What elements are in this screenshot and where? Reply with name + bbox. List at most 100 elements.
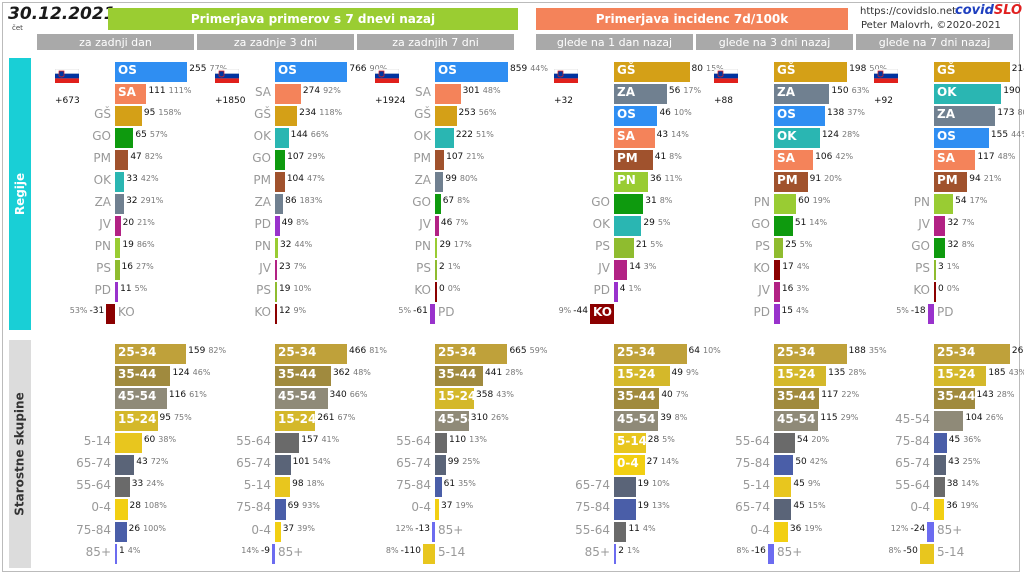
value-label: 124 28% bbox=[822, 130, 860, 140]
value-number: 12 bbox=[279, 306, 291, 316]
bar-JV bbox=[774, 282, 780, 302]
bar-65-74 bbox=[934, 455, 947, 476]
value-number: 43 bbox=[948, 457, 960, 467]
value-label: 859 44% bbox=[510, 64, 548, 74]
category-label: 35-44 bbox=[438, 367, 477, 382]
percent-label: 42% bbox=[809, 457, 828, 466]
value-number: 25 bbox=[785, 240, 797, 250]
value-number: 116 bbox=[168, 390, 187, 401]
bar-5-14 bbox=[275, 477, 291, 498]
value-label: 54 20% bbox=[797, 435, 829, 445]
category-label: 85+ bbox=[584, 544, 610, 559]
value-number: 441 bbox=[485, 368, 503, 379]
bar-KO bbox=[934, 282, 936, 302]
value-label: 144 66% bbox=[291, 130, 329, 140]
value-label: 11 5% bbox=[120, 284, 147, 294]
percent-label: 43% bbox=[1008, 368, 1024, 378]
percent-label: 13% bbox=[651, 501, 670, 511]
bar-85+ bbox=[927, 521, 934, 542]
category-label: PD bbox=[753, 305, 770, 319]
category-label: PD bbox=[254, 217, 271, 231]
value-label: 17 4% bbox=[782, 262, 809, 272]
category-label: GO bbox=[591, 195, 610, 209]
value-label: 107 21% bbox=[446, 152, 484, 162]
percent-label: 19% bbox=[455, 501, 474, 511]
percent-label: 93% bbox=[302, 501, 320, 511]
percent-label: 66% bbox=[349, 390, 368, 400]
ages-label: Starostne skupine bbox=[13, 392, 27, 516]
value-number: 859 bbox=[510, 64, 528, 74]
percent-label: 291% bbox=[140, 196, 164, 205]
total-change-label: +88 bbox=[714, 96, 733, 106]
percent-label: 86% bbox=[136, 240, 155, 249]
percent-label: 36% bbox=[963, 434, 981, 444]
bar-SA bbox=[115, 84, 147, 104]
percent-label: 27% bbox=[135, 262, 154, 271]
bar-GŠ bbox=[934, 62, 1010, 82]
category-label: 15-24 bbox=[118, 411, 157, 426]
value-number: 0 bbox=[938, 284, 944, 294]
percent-label: 77% bbox=[209, 64, 228, 73]
slovenia-flag-icon bbox=[713, 68, 739, 83]
percent-label: 10% bbox=[702, 346, 721, 355]
value-label: 94 21% bbox=[969, 174, 1001, 184]
bar-0-4 bbox=[774, 521, 788, 542]
percent-label: 44% bbox=[530, 64, 548, 73]
value-number: 39 bbox=[660, 412, 672, 423]
value-number: 46 bbox=[440, 218, 453, 228]
bar-25-34 bbox=[275, 344, 348, 365]
value-number: 310 bbox=[470, 412, 488, 423]
percent-label: 17% bbox=[969, 196, 988, 205]
bar-PD bbox=[927, 304, 934, 324]
category-label: PD bbox=[937, 305, 954, 319]
bar-OS bbox=[275, 62, 348, 82]
bar-ZA bbox=[435, 172, 444, 192]
category-label: 35-44 bbox=[278, 367, 317, 382]
category-label: ZA bbox=[777, 85, 795, 99]
percent-label: 28% bbox=[848, 368, 867, 378]
category-label: 75-84 bbox=[575, 500, 610, 515]
bar-15-24 bbox=[115, 410, 158, 431]
date-label: 30.12.2021 bbox=[8, 4, 116, 24]
value-number: 36 bbox=[789, 523, 802, 534]
category-label: PS bbox=[416, 261, 431, 275]
value-number: 38 bbox=[946, 479, 959, 490]
category-label: 25-34 bbox=[278, 345, 317, 359]
category-label: PN bbox=[617, 173, 636, 187]
bar-GŠ bbox=[774, 62, 848, 82]
value-label: 20 21% bbox=[123, 218, 155, 228]
value-number: 61 bbox=[443, 479, 456, 490]
value-label: 19051% bbox=[1003, 86, 1024, 96]
value-label: 8% -50 bbox=[888, 546, 917, 556]
bar-0-4 bbox=[614, 455, 645, 476]
bar-OK bbox=[275, 128, 289, 148]
percent-label: 50% bbox=[869, 64, 888, 73]
percent-label: 5% bbox=[134, 284, 148, 293]
percent-label: 18% bbox=[306, 479, 325, 489]
percent-label: 59% bbox=[529, 346, 548, 355]
category-label: 35-44 bbox=[118, 367, 157, 382]
value-number: 33 bbox=[131, 479, 144, 490]
percent-label: 57% bbox=[149, 130, 168, 139]
value-label: 16 27% bbox=[122, 262, 154, 272]
value-label: 253 56% bbox=[459, 108, 497, 118]
value-number: 4 bbox=[619, 284, 626, 294]
category-label: OK bbox=[592, 217, 610, 231]
value-number: 185 bbox=[988, 368, 1006, 379]
category-label: GO bbox=[751, 217, 770, 231]
category-label: 5-14 bbox=[243, 478, 271, 493]
value-number: -24 bbox=[910, 523, 926, 534]
percent-label: 42% bbox=[140, 174, 159, 183]
bar-SA bbox=[774, 150, 814, 170]
value-label: 95 75% bbox=[160, 413, 192, 423]
value-label: 46 10% bbox=[659, 108, 691, 118]
bar-35-44 bbox=[115, 366, 171, 387]
category-label: OS bbox=[438, 63, 457, 77]
category-label: 15-24 bbox=[937, 367, 976, 382]
bar-75-84 bbox=[934, 432, 947, 453]
value-number: 19 bbox=[637, 479, 649, 490]
percent-label: 48% bbox=[353, 368, 371, 378]
value-label: 12 9% bbox=[279, 306, 306, 316]
bar-PM bbox=[115, 150, 129, 170]
percent-label: 8% bbox=[961, 240, 975, 249]
